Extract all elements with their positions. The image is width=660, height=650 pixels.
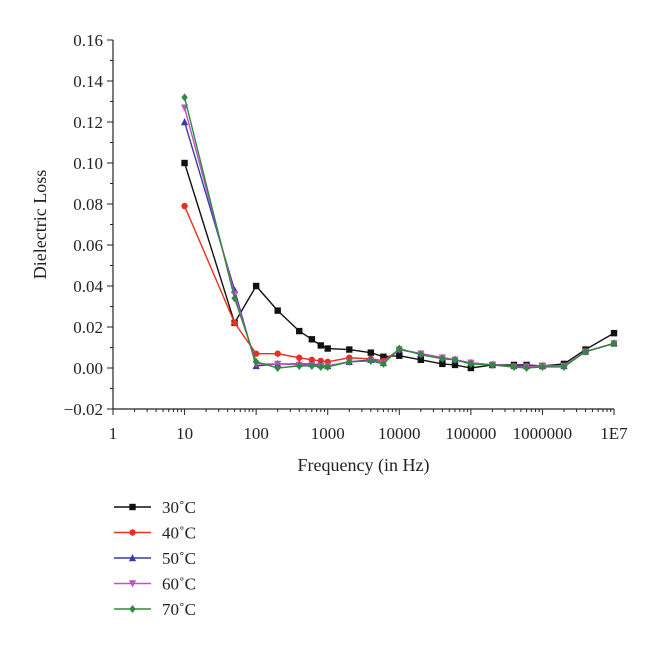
- data-point: [451, 355, 459, 364]
- legend-item: 30˚C: [114, 498, 196, 517]
- y-tick-label: 0.16: [73, 31, 103, 50]
- series-line: [183, 107, 615, 368]
- data-point: [231, 294, 238, 303]
- data-point: [296, 361, 303, 370]
- y-tick-label: 0.10: [73, 154, 103, 173]
- legend-marker: [128, 554, 137, 562]
- series-2: [181, 202, 618, 370]
- data-point: [367, 349, 375, 356]
- data-point: [252, 282, 260, 290]
- data-point: [180, 118, 189, 126]
- series-4: [180, 104, 618, 371]
- series-5: [181, 93, 618, 372]
- x-tick-label: 100: [243, 424, 269, 443]
- data-point: [308, 356, 316, 363]
- series-line: [183, 162, 615, 369]
- data-point: [610, 329, 618, 337]
- x-tick-label: 1000000: [513, 424, 573, 443]
- data-point: [274, 307, 281, 314]
- y-tick-label: −0.02: [64, 400, 103, 419]
- legend-label: 30˚C: [162, 498, 196, 517]
- y-tick-label: 0.14: [73, 72, 103, 91]
- legend-item: 60˚C: [114, 575, 196, 594]
- data-point: [317, 357, 324, 365]
- data-point: [367, 356, 375, 365]
- legend-label: 60˚C: [162, 575, 196, 594]
- data-point: [489, 360, 496, 369]
- legend-marker: [129, 503, 136, 511]
- y-tick-label: 0.00: [73, 359, 103, 378]
- data-point: [274, 350, 281, 357]
- data-point: [467, 364, 475, 372]
- data-point: [582, 347, 589, 356]
- y-tick-label: 0.06: [73, 236, 103, 255]
- data-point: [181, 159, 188, 167]
- data-point: [439, 360, 446, 368]
- series-line: [183, 97, 615, 369]
- data-point: [308, 336, 316, 343]
- legend-item: 70˚C: [114, 600, 196, 619]
- data-point: [324, 345, 331, 352]
- ticks: −0.02 0.00 0.02 0.04 0.06 0.08 0.10 0.12 0.14 0.1…: [64, 31, 629, 443]
- data-point: [308, 361, 316, 370]
- data-point: [231, 319, 238, 327]
- series-layer: [180, 93, 618, 372]
- data-point: [296, 354, 303, 361]
- data-point: [181, 202, 188, 210]
- x-tick-label: 1000: [311, 424, 345, 443]
- data-point: [274, 364, 281, 372]
- legend-marker: [129, 529, 136, 536]
- legend-item: 50˚C: [114, 549, 196, 568]
- data-point: [417, 350, 425, 359]
- x-tick-label: 100000: [445, 424, 496, 443]
- x-tick-label: 10: [176, 424, 193, 443]
- legend-label: 40˚C: [162, 524, 196, 543]
- y-tick-label: 0.04: [73, 277, 103, 296]
- data-point: [523, 364, 530, 372]
- legend-label: 50˚C: [162, 549, 196, 568]
- data-point: [417, 356, 425, 363]
- x-axis-label: Frequency (in Hz): [298, 455, 430, 476]
- y-tick-label: 0.08: [73, 195, 103, 214]
- legend: 30˚C 40˚C 50˚C 60˚C 70˚C: [114, 498, 196, 619]
- data-point: [396, 344, 403, 353]
- data-point: [296, 327, 303, 335]
- data-point: [610, 339, 618, 348]
- data-point: [560, 362, 568, 371]
- data-point: [451, 361, 459, 369]
- data-point: [317, 362, 324, 371]
- y-axis-label: Dielectric Loss: [30, 170, 50, 279]
- data-point: [317, 342, 324, 349]
- data-point: [380, 359, 387, 368]
- series-line: [183, 121, 615, 367]
- data-point: [346, 346, 353, 353]
- legend-label: 70˚C: [162, 600, 196, 619]
- x-tick-label: 1: [109, 424, 118, 443]
- x-tick-label: 10000: [378, 424, 421, 443]
- legend-marker: [128, 580, 137, 588]
- legend-marker: [129, 605, 136, 613]
- legend-item: 40˚C: [114, 524, 196, 543]
- x-tick-label: 1E7: [600, 424, 628, 443]
- data-point: [539, 362, 546, 371]
- data-point: [510, 362, 518, 371]
- y-tick-label: 0.02: [73, 318, 103, 337]
- data-point: [324, 362, 331, 371]
- y-tick-label: 0.12: [73, 113, 103, 132]
- data-point: [252, 357, 260, 366]
- axes: [112, 40, 614, 410]
- data-point: [396, 352, 403, 359]
- data-point: [439, 354, 446, 363]
- data-point: [467, 359, 475, 368]
- data-point: [181, 93, 188, 102]
- data-point: [380, 353, 387, 360]
- data-point: [346, 357, 353, 366]
